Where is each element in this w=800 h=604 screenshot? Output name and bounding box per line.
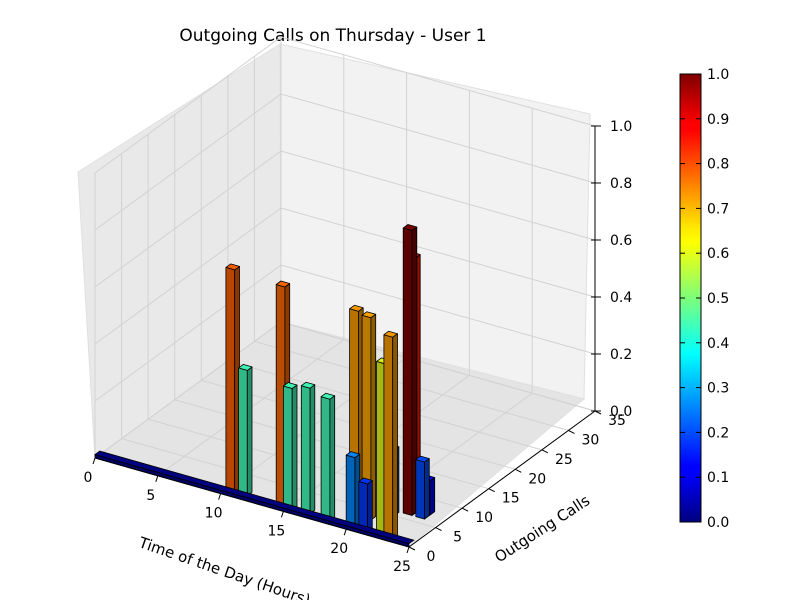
x-tick-label: 15 <box>267 523 285 539</box>
colorbar-tick-label: 0.6 <box>707 246 729 262</box>
bar <box>361 311 377 521</box>
bars <box>94 224 436 548</box>
bar-side-face <box>329 395 336 525</box>
z-gridline <box>94 93 596 231</box>
y-tick <box>408 546 416 551</box>
colorbar-tick-label: 0.5 <box>707 291 729 307</box>
y-tick <box>515 468 522 473</box>
x-axis-label: Time of the Day (Hours) <box>136 533 313 600</box>
x-tick-label: 20 <box>330 541 348 557</box>
z-tick-label: 0.0 <box>610 404 632 420</box>
y-tick <box>435 527 442 532</box>
x-tick-label: 5 <box>146 488 155 504</box>
colorbar-tick-label: 0.4 <box>707 336 729 352</box>
bar <box>282 382 298 515</box>
x-tick <box>406 546 410 554</box>
y-tick-label: 35 <box>608 413 626 429</box>
colorbar-tick-label: 0.8 <box>707 157 729 173</box>
bar <box>320 392 336 525</box>
z-tick-label: 0.4 <box>610 290 632 306</box>
z-tick-label: 1.0 <box>610 119 632 135</box>
colorbar-tick-label: 0.2 <box>707 425 729 441</box>
bar <box>383 330 398 543</box>
bar-side-face <box>392 333 398 543</box>
bar-front-face <box>282 385 293 515</box>
bar-top-face <box>282 382 298 389</box>
bar-top-face <box>225 263 240 271</box>
z-gridline <box>94 150 596 288</box>
bar-side-face <box>429 477 436 516</box>
bar-top-face <box>361 311 377 319</box>
colorbar-tick-label: 0.7 <box>707 201 729 217</box>
x-tick-label: 25 <box>393 559 411 575</box>
colorbar-tick-label: 0.1 <box>707 470 729 486</box>
colorbar-ticks: 0.0 0.1 0.2 0.3 0.4 0.5 0.6 0.7 0.8 0.9 1.0 <box>680 67 729 531</box>
bar-side-face <box>291 384 298 515</box>
bar <box>402 224 418 516</box>
x-axis-line <box>94 457 410 548</box>
bar <box>300 381 316 514</box>
colorbar-tick-label: 0.0 <box>707 515 729 531</box>
z-gridline <box>94 264 596 402</box>
y-tick <box>488 488 495 493</box>
bar <box>345 451 361 533</box>
bar-top-face <box>300 381 316 389</box>
bar-side-face <box>424 458 430 520</box>
bar-top-face <box>358 477 373 485</box>
y-tick-label: 30 <box>582 432 600 448</box>
z-tick-label: 0.6 <box>610 233 632 249</box>
colorbar-tick-label: 0.3 <box>707 381 729 397</box>
z-tick-label: 0.2 <box>610 347 632 363</box>
bar <box>238 363 253 497</box>
x-tick <box>155 475 159 482</box>
axes: 0 5 10 15 20 25 0 5 10 15 20 25 30 350.0 0.2 0.4 0.6 0.8 1… <box>84 119 633 575</box>
x-tick-label: 10 <box>205 506 223 522</box>
bar-front-face <box>320 396 331 525</box>
bar-top-face <box>238 363 253 371</box>
y-tick <box>568 429 575 434</box>
y-tick-label: 0 <box>427 549 436 565</box>
colorbar-tick-label: 1.0 <box>707 67 729 83</box>
bar-front-face <box>415 459 426 520</box>
y-tick <box>541 449 549 454</box>
x-tick <box>280 511 284 518</box>
bar-top-face <box>402 224 418 231</box>
chart-title: Outgoing Calls on Thursday - User 1 <box>179 26 486 46</box>
bar-front-face <box>225 266 236 493</box>
bar-top-face <box>320 392 336 400</box>
z-gridline <box>94 36 596 174</box>
y-tick-label: 5 <box>453 530 462 546</box>
bar-top-face <box>275 280 291 288</box>
bar-top-face <box>349 304 364 312</box>
bar-front-face <box>345 454 356 533</box>
x-tick <box>343 529 347 536</box>
x-tick <box>92 457 96 465</box>
bar <box>415 455 430 520</box>
bar-side-face <box>246 366 253 497</box>
z-tick-label: 0.8 <box>610 176 632 192</box>
y-tick-label: 20 <box>528 471 546 487</box>
y-tick-label: 10 <box>475 510 493 526</box>
bar-front-face <box>402 227 413 516</box>
bar-front-face <box>383 334 394 543</box>
y-axis-line <box>408 410 596 548</box>
bar <box>225 263 240 493</box>
x-tick-label: 0 <box>84 470 93 486</box>
zero-bars-top <box>94 450 415 545</box>
bar-front-face <box>300 385 311 514</box>
bar-top-face <box>345 451 361 459</box>
y-tick-label: 25 <box>555 452 573 468</box>
colorbar: 0.0 0.1 0.2 0.3 0.4 0.5 0.6 0.7 0.8 0.9 1.0 <box>679 67 729 531</box>
bar-top-face <box>383 330 398 338</box>
bar-front-face <box>238 367 248 497</box>
bar-side-face <box>309 384 316 514</box>
y-tick-label: 15 <box>502 491 520 507</box>
colorbar-tick-label: 0.9 <box>707 112 729 128</box>
bar-top-face <box>415 455 430 463</box>
z-gridline <box>94 207 596 345</box>
x-tick <box>218 493 222 500</box>
y-tick <box>461 507 469 512</box>
